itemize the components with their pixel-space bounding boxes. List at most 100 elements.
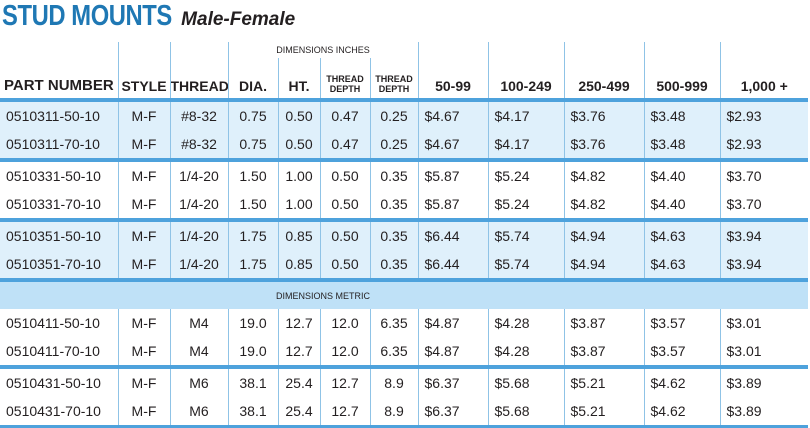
cell-style: M-F [117, 337, 170, 367]
table-row: 0510331-50-10 M-F 1/4-20 1.50 1.00 0.50 0.35 $5… [0, 158, 809, 190]
cell-price-250-499: $4.82 [563, 158, 645, 190]
cell-part-number: 0510411-70-10 [6, 343, 100, 359]
cell-price-250-499: $4.94 [563, 218, 645, 250]
cell-thread: 1/4-20 [169, 218, 228, 250]
cell-ht: 0.85 [277, 250, 320, 280]
table-row: 0510311-50-10 M-F #8-32 0.75 0.50 0.47 0.25 $4.… [0, 98, 809, 130]
cell-dia: 19.0 [227, 337, 278, 367]
cell-thread-depth-2: 0.35 [369, 158, 419, 190]
cell-price-1000-plus: $3.01 [719, 309, 809, 337]
cell-price-1000-plus: $3.01 [719, 337, 809, 367]
cell-price-250-499: $4.82 [563, 190, 645, 220]
cell-price-50-99: $4.87 [417, 309, 489, 337]
cell-price-500-999: $3.48 [643, 98, 721, 130]
cell-part-number: 0510311-50-10 [0, 98, 118, 130]
cell-price-500-999: $3.57 [643, 309, 721, 337]
cell-dia: 38.1 [227, 397, 278, 428]
cell-thread-depth-2: 6.35 [369, 337, 419, 367]
table-row: 0510311-70-10 M-F #8-32 0.75 0.50 0.47 0.25 $4.… [0, 130, 809, 160]
cell-style: M-F [117, 130, 170, 160]
cell-style: M-F [117, 309, 170, 337]
cell-price-500-999: $4.63 [643, 218, 721, 250]
cell-thread: M4 [169, 337, 228, 367]
col-qty-250-499: 250-499 [563, 58, 645, 100]
cell-thread: 1/4-20 [169, 190, 228, 220]
cell-price-500-999: $4.62 [643, 397, 721, 428]
cell-part-number: 0510311-70-10 [0, 130, 118, 160]
cell-ht: 0.85 [277, 218, 320, 250]
cell-price-100-249: $5.74 [487, 250, 565, 280]
cell-thread-depth-1: 12.7 [319, 397, 370, 428]
cell-thread-depth-2: 8.9 [369, 397, 419, 428]
cell-dia: 1.75 [227, 218, 278, 250]
cell-ht: 1.00 [277, 158, 320, 190]
cell-thread-depth-1: 12.7 [319, 365, 370, 397]
cell-thread-depth-1: 12.0 [319, 337, 370, 367]
cell-thread: M6 [169, 397, 228, 428]
cell-thread: M6 [169, 365, 228, 397]
cell-thread-depth-2: 0.35 [369, 218, 419, 250]
cell-thread-depth-2: 0.35 [369, 250, 419, 280]
table-row: 0510351-70-10 M-F 1/4-20 1.75 0.85 0.50 0.35 $6… [0, 250, 809, 280]
cell-price-1000-plus: $3.94 [719, 218, 809, 250]
cell-thread-depth-1: 0.50 [319, 218, 370, 250]
cell-price-1000-plus: $3.70 [719, 158, 809, 190]
column-header-row: PART NUMBER STYLE THREAD DIA. HT. THREAD… [0, 58, 809, 100]
col-qty-1000-plus: 1,000 + [719, 58, 809, 100]
cell-price-1000-plus: $2.93 [719, 130, 809, 160]
cell-dia: 1.50 [227, 158, 278, 190]
cell-price-500-999: $4.63 [643, 250, 721, 280]
col-qty-50-99: 50-99 [417, 58, 489, 100]
cell-style: M-F [117, 218, 170, 250]
cell-price-100-249: $5.24 [487, 158, 565, 190]
cell-thread: #8-32 [169, 130, 228, 160]
cell-price-100-249: $4.28 [487, 309, 565, 337]
cell-price-50-99: $6.44 [417, 250, 489, 280]
cell-dia: 0.75 [227, 98, 278, 130]
cell-style: M-F [117, 158, 170, 190]
cell-style: M-F [117, 365, 170, 397]
cell-price-1000-plus: $3.89 [719, 397, 809, 428]
col-part-number: PART NUMBER [4, 77, 114, 94]
cell-part-number: 0510411-50-10 [6, 315, 100, 331]
cell-price-1000-plus: $3.70 [719, 190, 809, 220]
table-row: 0510431-70-10 M-F M6 38.1 25.4 12.7 8.9 $6.37 $5… [0, 397, 809, 428]
dimensions-metric-label: DIMENSIONS METRIC [228, 278, 419, 309]
cell-price-50-99: $4.67 [417, 130, 489, 160]
cell-price-500-999: $4.40 [643, 190, 721, 220]
cell-thread-depth-2: 0.25 [369, 130, 419, 160]
cell-price-1000-plus: $3.89 [719, 365, 809, 397]
cell-price-50-99: $4.87 [417, 337, 489, 367]
cell-ht: 25.4 [277, 365, 320, 397]
cell-price-500-999: $4.40 [643, 158, 721, 190]
table-row: 0510331-70-10 M-F 1/4-20 1.50 1.00 0.50 0.35 $5… [0, 190, 809, 220]
cell-style: M-F [117, 250, 170, 280]
stud-mounts-table: DIMENSIONS INCHES PART NUMBER STYLE THRE… [0, 42, 809, 428]
cell-thread-depth-1: 0.50 [319, 190, 370, 220]
cell-ht: 1.00 [277, 190, 320, 220]
col-style: STYLE [117, 58, 170, 100]
cell-price-50-99: $5.87 [417, 158, 489, 190]
cell-price-100-249: $5.74 [487, 218, 565, 250]
cell-thread: M4 [169, 309, 228, 337]
table-row: 0510411-70-10 M-F M4 19.0 12.7 12.0 6.35 $4.87 $… [0, 337, 809, 367]
cell-part-number: 0510351-70-10 [0, 250, 118, 280]
cell-part-number: 0510431-70-10 [0, 397, 118, 428]
cell-price-100-249: $5.24 [487, 190, 565, 220]
cell-thread-depth-1: 0.50 [319, 250, 370, 280]
cell-price-250-499: $3.87 [563, 337, 645, 367]
title-main: STUD MOUNTS [2, 0, 172, 32]
cell-dia: 1.50 [227, 190, 278, 220]
cell-price-250-499: $4.94 [563, 250, 645, 280]
cell-thread: #8-32 [169, 98, 228, 130]
cell-price-100-249: $4.17 [487, 130, 565, 160]
cell-dia: 19.0 [227, 309, 278, 337]
cell-price-250-499: $5.21 [563, 397, 645, 428]
cell-style: M-F [117, 98, 170, 130]
cell-price-500-999: $3.48 [643, 130, 721, 160]
dimensions-metric-row: DIMENSIONS METRIC [0, 278, 809, 309]
table-row: 0510351-50-10 M-F 1/4-20 1.75 0.85 0.50 0.35 $6… [0, 218, 809, 250]
col-ht: HT. [277, 58, 320, 100]
cell-ht: 12.7 [277, 337, 320, 367]
cell-thread-depth-1: 12.0 [319, 309, 370, 337]
